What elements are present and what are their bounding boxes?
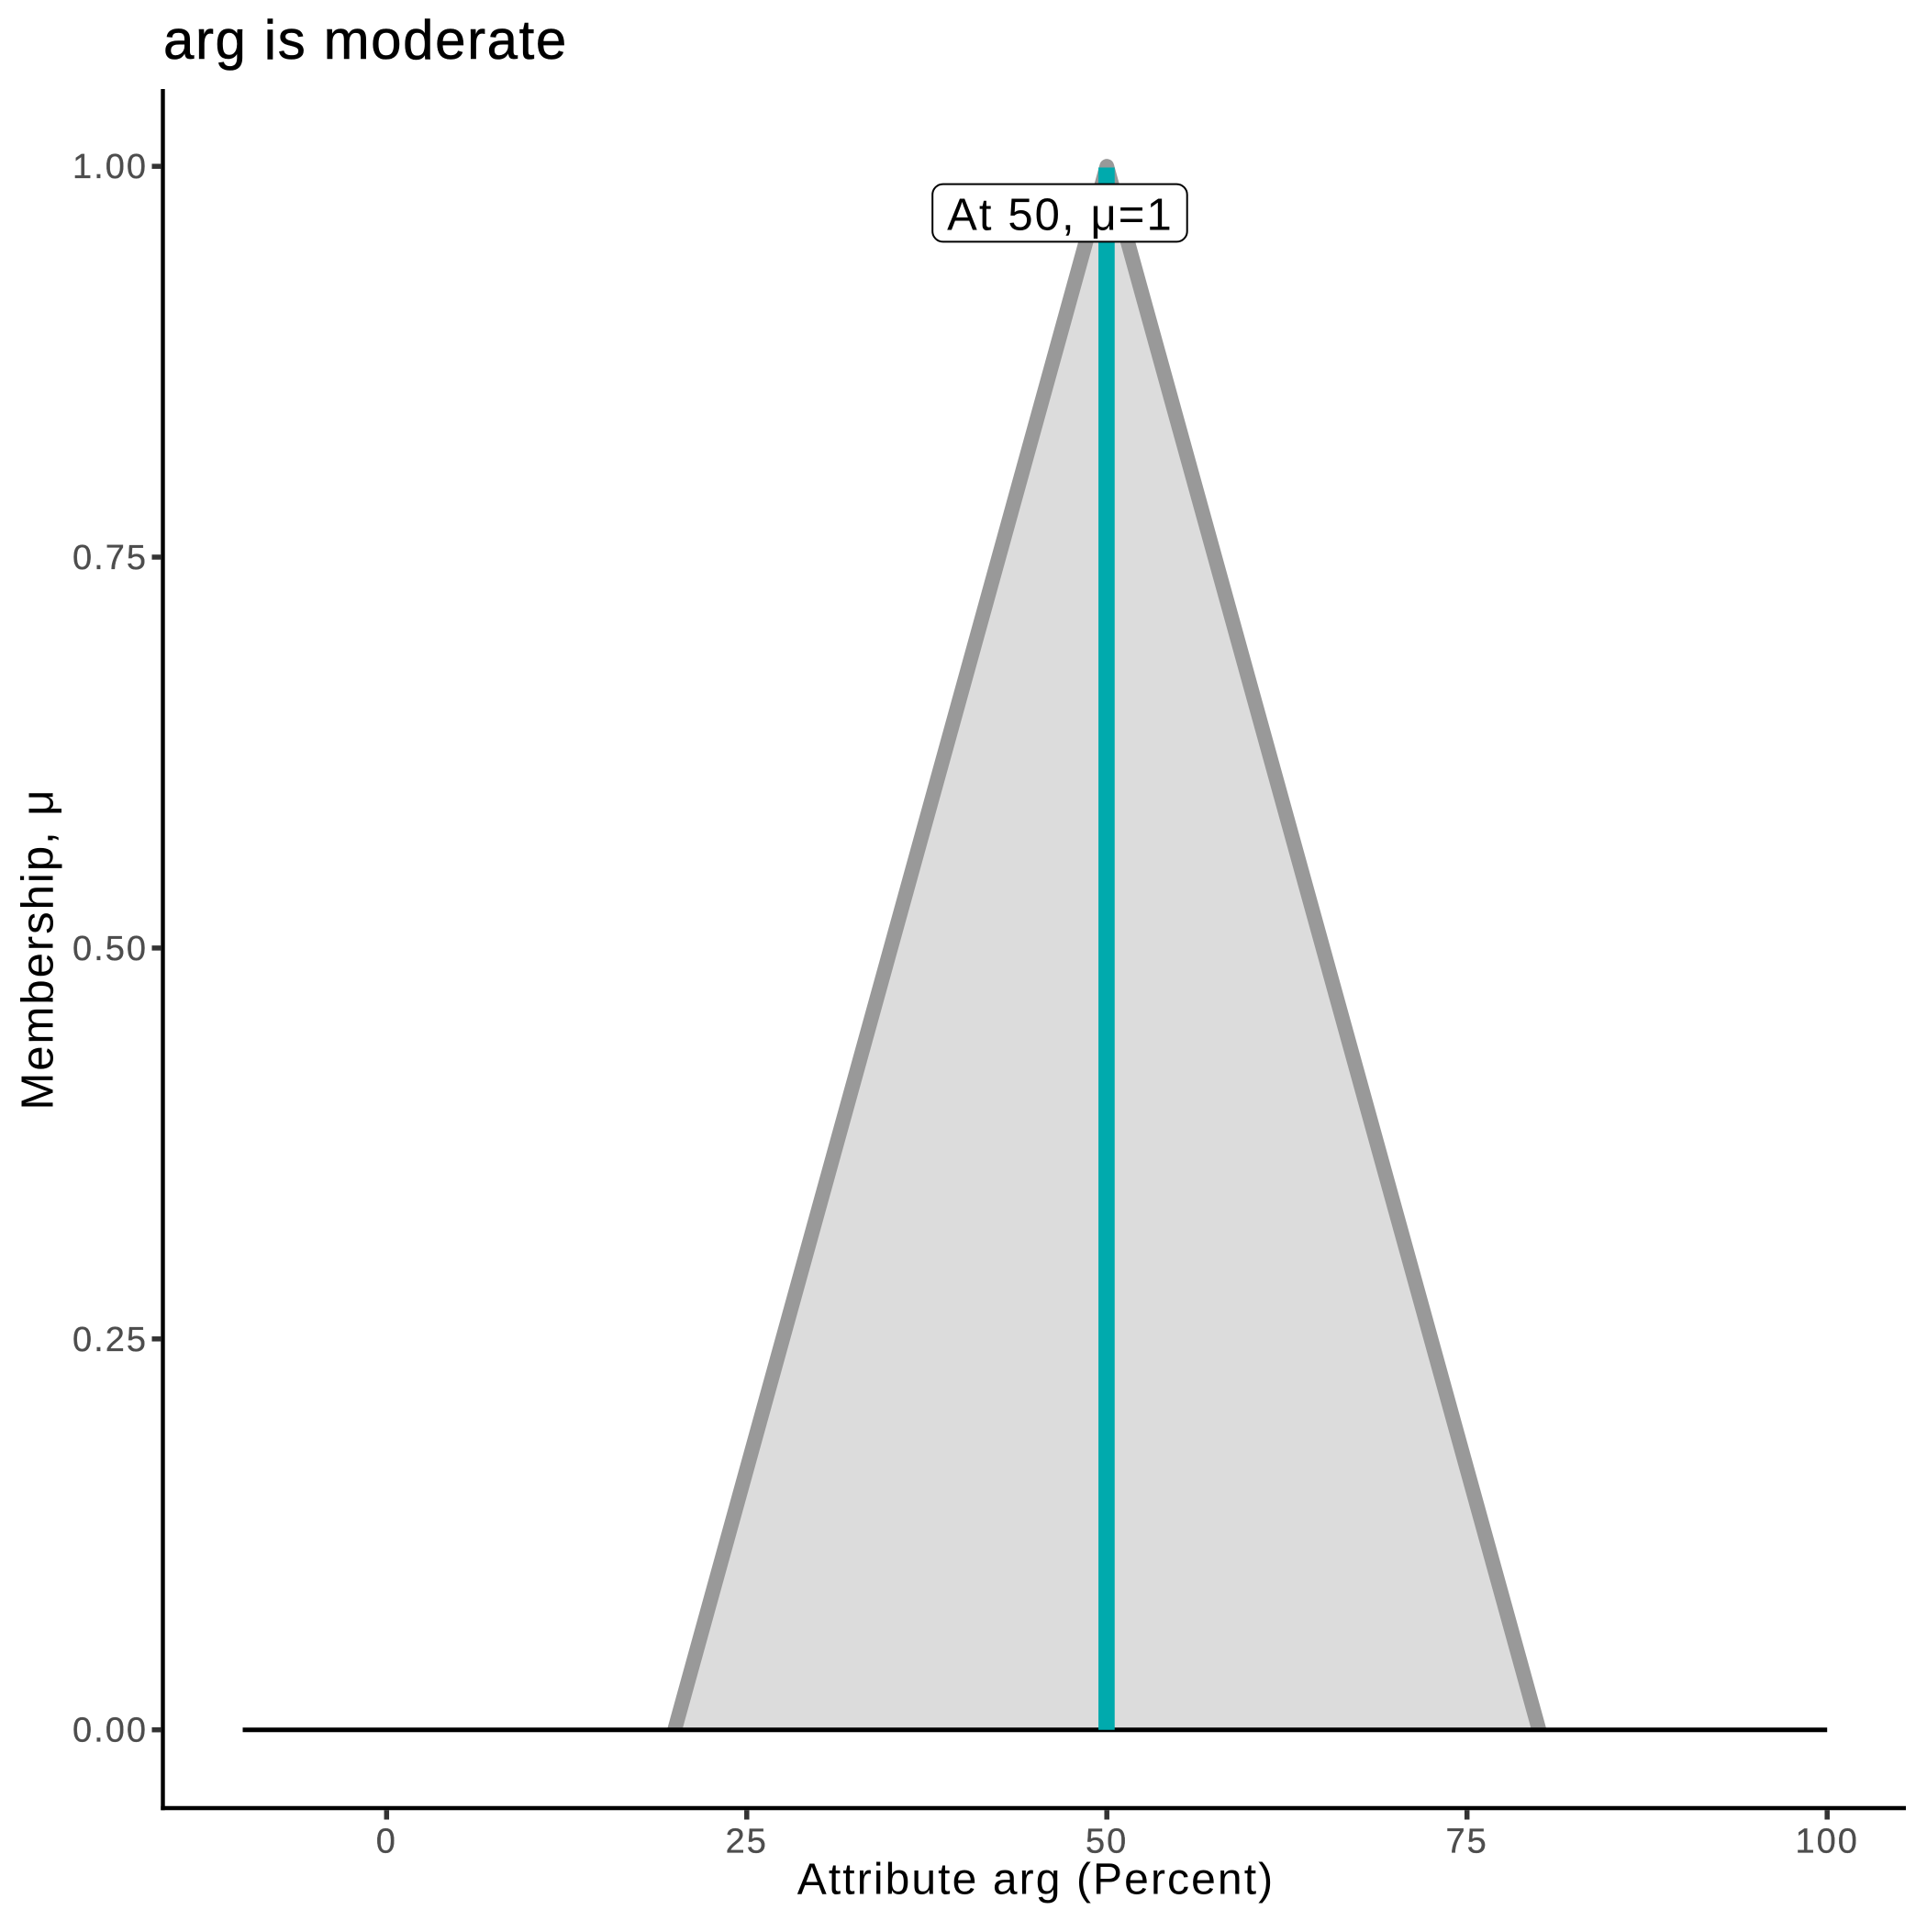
svg-text:0.50: 0.50: [72, 930, 148, 968]
svg-text:0.75: 0.75: [72, 539, 148, 577]
svg-text:0.25: 0.25: [72, 1321, 148, 1359]
svg-text:75: 75: [1446, 1823, 1488, 1861]
svg-text:25: 25: [726, 1823, 768, 1861]
svg-text:50: 50: [1086, 1823, 1128, 1861]
svg-text:arg is moderate: arg is moderate: [163, 9, 568, 71]
svg-text:100: 100: [1795, 1823, 1858, 1861]
svg-text:1.00: 1.00: [72, 148, 148, 186]
svg-text:Attribute arg (Percent): Attribute arg (Percent): [797, 1856, 1275, 1904]
svg-text:0: 0: [376, 1823, 397, 1861]
svg-text:0.00: 0.00: [72, 1712, 148, 1750]
svg-text:At 50, μ=1: At 50, μ=1: [947, 190, 1174, 240]
svg-text:Membership, μ: Membership, μ: [14, 787, 63, 1110]
